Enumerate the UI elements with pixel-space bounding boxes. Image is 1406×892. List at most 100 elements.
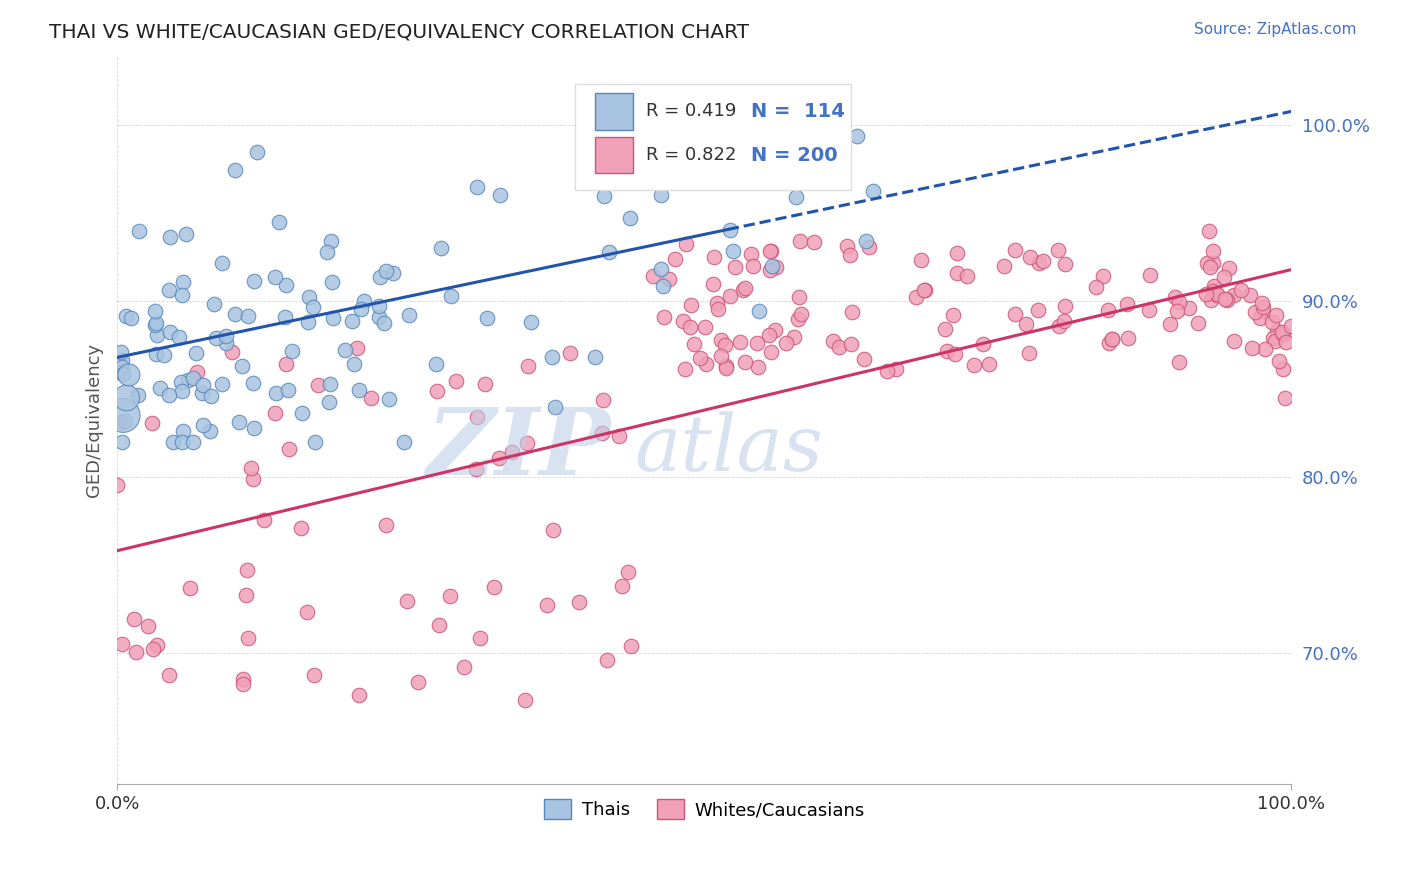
Point (157, 388, 180, 402)
Point (274, 310, 297, 325)
Point (488, 451, 510, 466)
Point (515, 693, 537, 707)
Point (1101, 332, 1123, 346)
Point (118, 368, 141, 382)
Point (215, 328, 238, 343)
Point (1026, 303, 1049, 318)
Point (360, 391, 382, 405)
FancyBboxPatch shape (575, 85, 851, 190)
Point (1244, 305, 1267, 319)
Point (583, 350, 606, 364)
Point (1098, 335, 1121, 350)
Point (149, 381, 172, 395)
Point (852, 352, 875, 367)
Point (761, 259, 783, 273)
Point (1195, 256, 1218, 270)
Text: ZIP: ZIP (426, 404, 610, 494)
Point (1004, 243, 1026, 257)
Point (747, 304, 769, 318)
Point (963, 359, 986, 373)
Point (910, 253, 932, 268)
Point (946, 245, 969, 260)
Point (202, 297, 225, 311)
Point (789, 234, 811, 248)
Point (1264, 308, 1286, 322)
Point (172, 384, 194, 398)
Point (242, 472, 264, 486)
Point (340, 314, 363, 328)
Point (1195, 287, 1218, 301)
Point (112, 367, 135, 381)
Point (231, 359, 253, 373)
Point (689, 351, 711, 365)
Point (224, 163, 246, 178)
Point (488, 188, 510, 202)
Point (297, 290, 319, 304)
Point (693, 319, 716, 334)
Point (846, 128, 869, 143)
Point (912, 283, 935, 297)
Point (1053, 257, 1076, 271)
Point (242, 376, 264, 391)
Text: N = 200: N = 200 (751, 145, 838, 164)
Point (228, 415, 250, 429)
Point (145, 347, 167, 361)
Point (835, 238, 858, 252)
Point (111, 434, 134, 449)
Point (1265, 325, 1288, 339)
Point (759, 244, 782, 258)
Point (650, 188, 672, 202)
Point (783, 330, 806, 344)
Point (427, 617, 450, 632)
Point (1137, 302, 1160, 317)
Point (695, 357, 717, 371)
Point (243, 274, 266, 288)
Point (1092, 268, 1115, 283)
Point (398, 309, 420, 323)
Point (1229, 284, 1251, 298)
Point (1223, 334, 1246, 348)
Point (745, 336, 768, 351)
Point (290, 521, 312, 535)
Point (145, 317, 167, 331)
Point (264, 269, 287, 284)
Point (453, 660, 475, 674)
Point (181, 371, 204, 385)
Point (316, 245, 339, 260)
Point (568, 594, 591, 608)
Point (198, 425, 221, 439)
Point (475, 310, 498, 325)
Point (884, 362, 907, 376)
Point (465, 409, 488, 424)
Point (1004, 307, 1026, 321)
Point (678, 319, 700, 334)
Point (972, 336, 994, 351)
Point (1159, 318, 1181, 332)
Point (544, 400, 567, 414)
Point (128, 224, 150, 238)
Point (204, 331, 226, 345)
Point (1053, 314, 1076, 328)
Point (1271, 325, 1294, 339)
Point (322, 311, 344, 326)
Point (858, 239, 880, 253)
Point (619, 211, 641, 225)
Point (714, 361, 737, 376)
Point (758, 262, 780, 277)
Point (239, 461, 262, 475)
Point (243, 420, 266, 434)
Point (267, 214, 290, 228)
Point (143, 318, 166, 333)
Point (914, 283, 936, 297)
Point (1264, 334, 1286, 348)
Point (353, 294, 375, 309)
Point (591, 426, 613, 441)
Point (1118, 331, 1140, 345)
Point (1198, 224, 1220, 238)
Point (710, 349, 733, 363)
Point (1215, 292, 1237, 306)
Point (277, 442, 299, 456)
Point (183, 434, 205, 449)
FancyBboxPatch shape (595, 136, 633, 173)
Point (1279, 318, 1302, 333)
